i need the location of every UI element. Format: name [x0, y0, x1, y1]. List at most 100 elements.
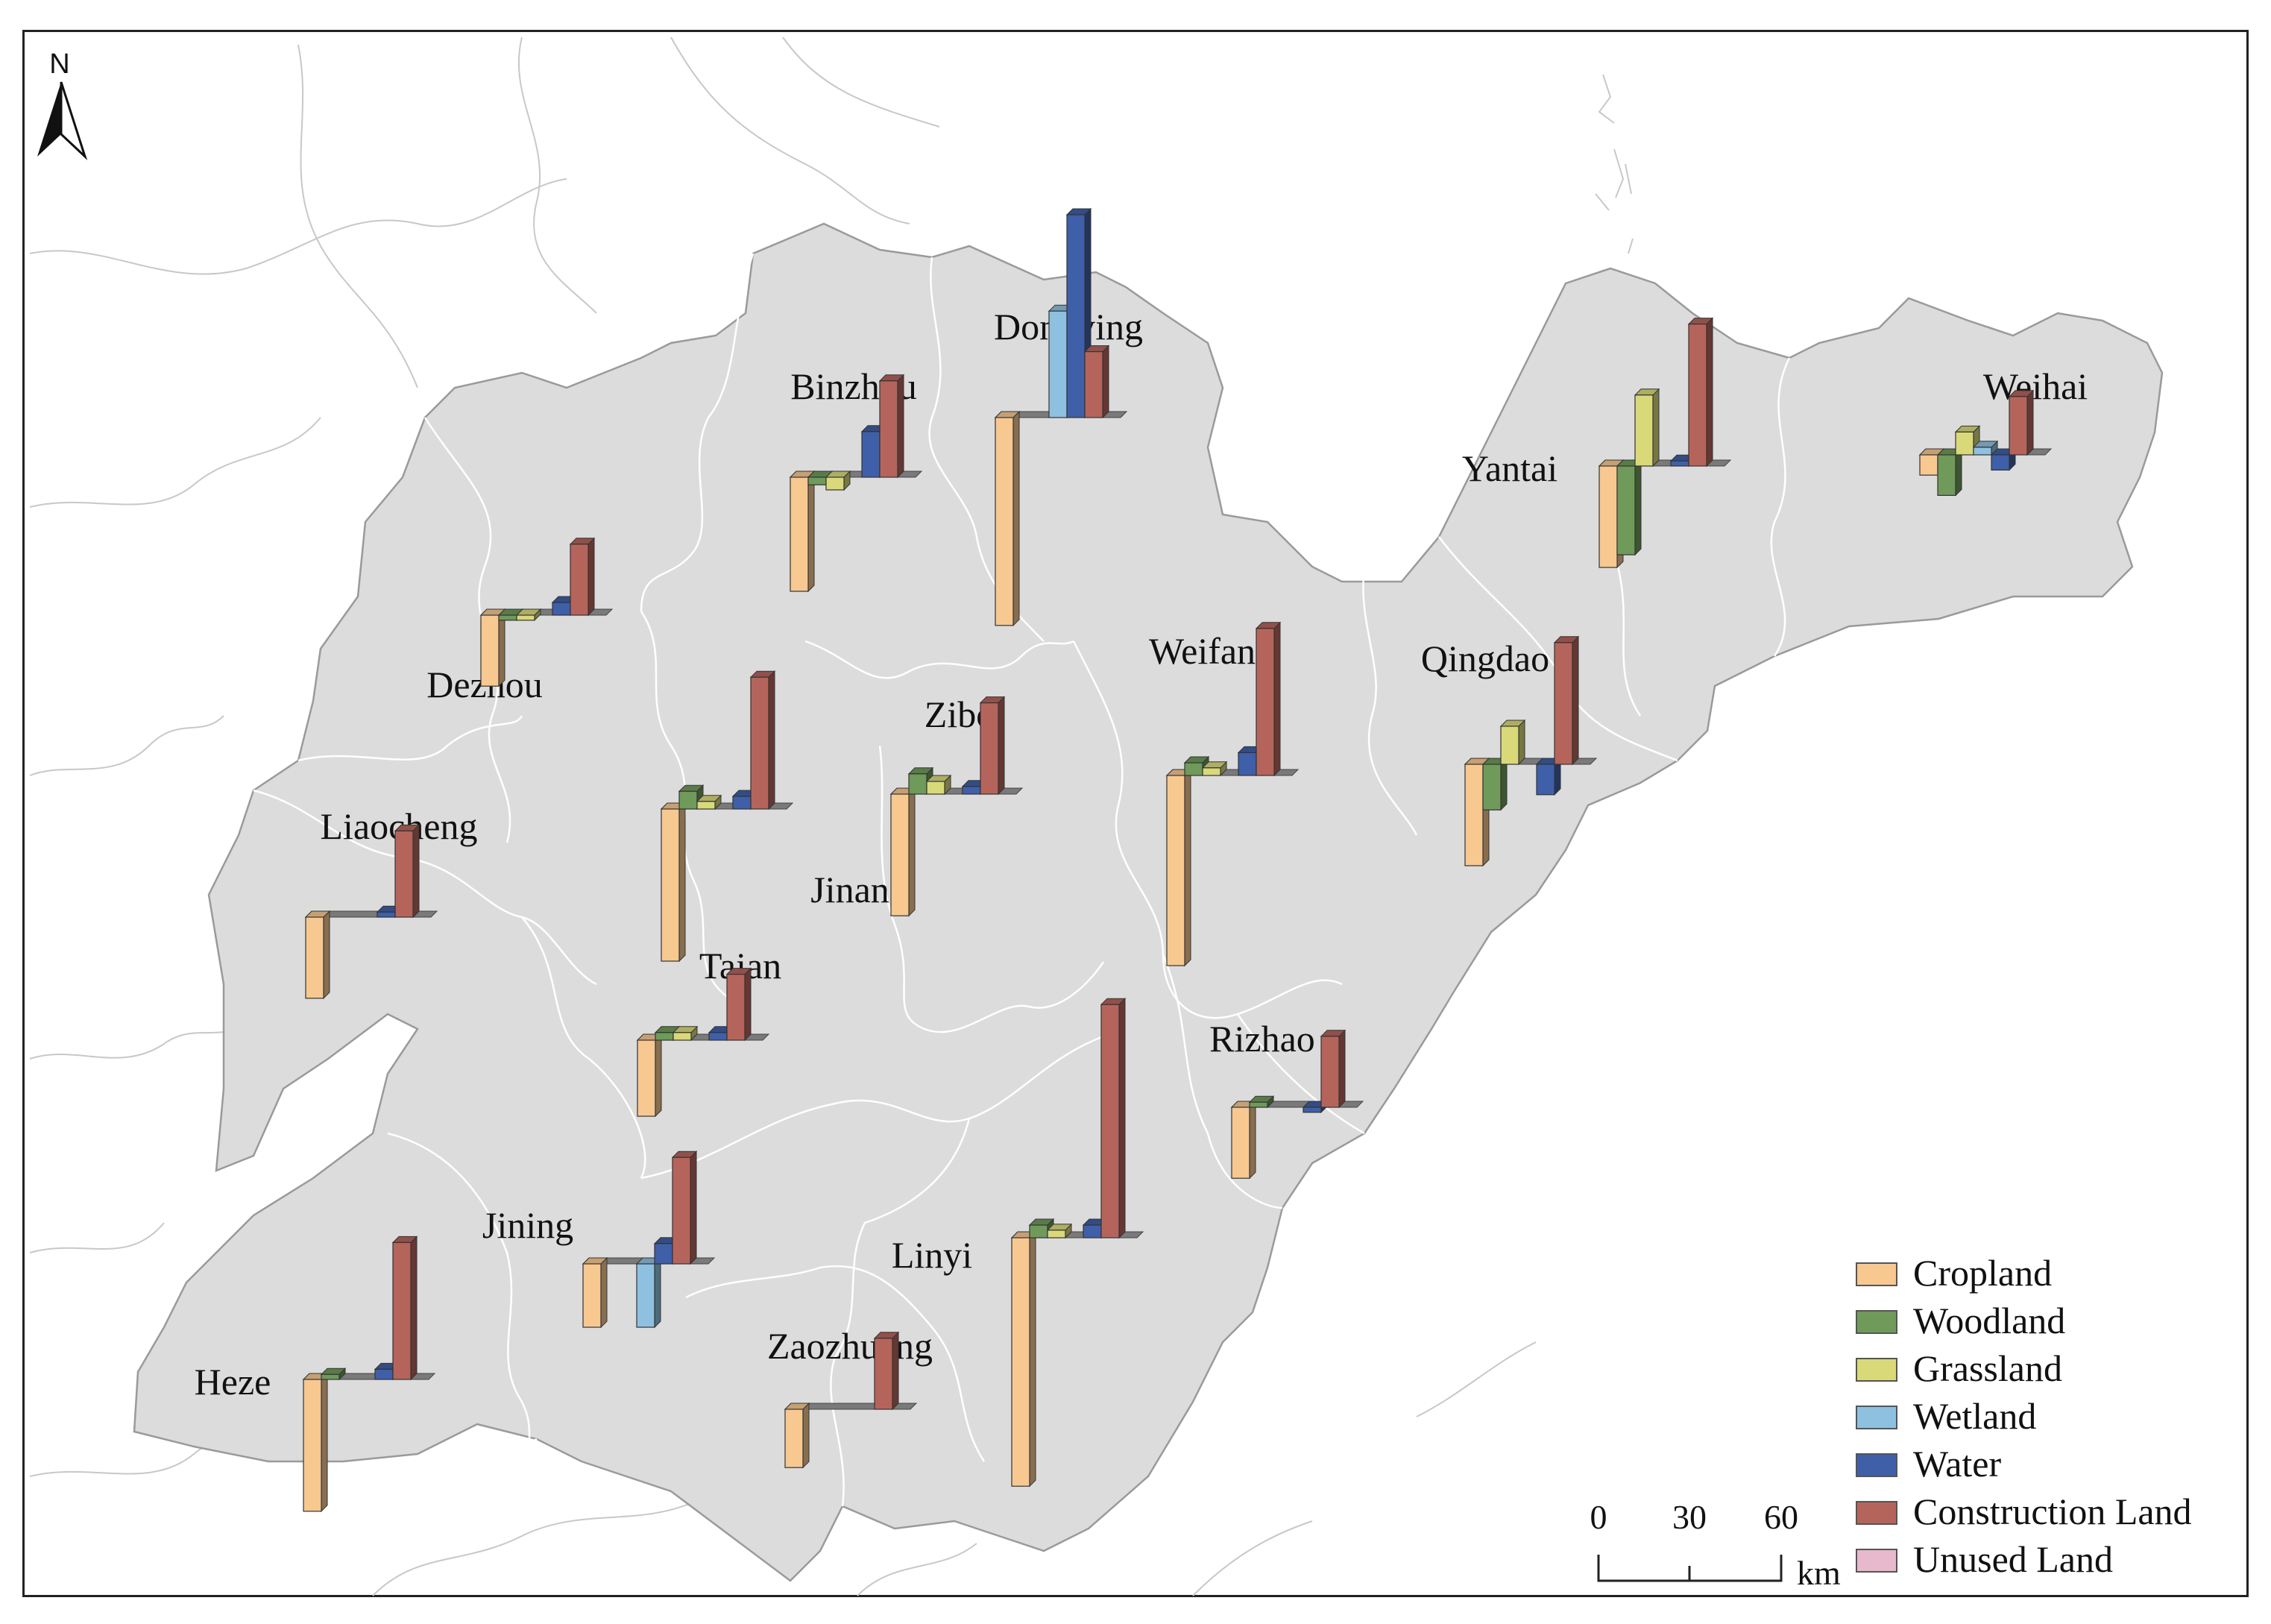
legend-label: Cropland [1913, 1252, 2052, 1294]
city-label-jining: Jining [482, 1204, 573, 1246]
bar-charts [302, 207, 2053, 1513]
bar-chart-dongying [994, 207, 1128, 627]
bar-dongying-construction-land [1083, 344, 1110, 419]
legend-item-wetland: Wetland [1856, 1395, 2036, 1437]
bar-chart-taian [636, 967, 770, 1118]
bar-weihai-wetland [1972, 440, 1999, 456]
bar-qingdao-construction-land [1553, 635, 1580, 766]
bar-yantai-grassland [1634, 388, 1660, 468]
legend-swatch [1856, 1406, 1897, 1429]
background-boundaries [29, 37, 1634, 1596]
bar-chart-linyi [1010, 997, 1144, 1488]
legend-item-cropland: Cropland [1856, 1252, 2052, 1294]
bar-chart-heze [302, 1236, 436, 1513]
legend-swatch [1856, 1549, 1897, 1573]
legend-label: Construction Land [1913, 1491, 2192, 1532]
bar-dezhou-cropland [479, 608, 506, 687]
bar-binzhou-cropland [789, 470, 816, 593]
bar-dezhou-construction-land [569, 537, 596, 617]
legend-label: Woodland [1913, 1300, 2065, 1341]
bar-chart-yantai [1598, 317, 1732, 569]
bar-dongying-cropland [994, 410, 1021, 627]
bar-chart-weifang [1165, 621, 1300, 967]
bar-chart-jinan [660, 670, 794, 963]
scale-bar: 0 30 60 km [1590, 1498, 1842, 1592]
legend-swatch [1856, 1310, 1897, 1334]
legend-swatch [1856, 1358, 1897, 1382]
bar-chart-zibo [889, 696, 1024, 917]
bar-jining-cropland [582, 1256, 608, 1329]
bar-dezhou-grassland [515, 608, 542, 622]
bar-jining-wetland [635, 1256, 662, 1329]
city-label-qingdao: Qingdao [1421, 638, 1549, 679]
north-arrow: N [37, 48, 88, 161]
legend-swatch [1856, 1262, 1897, 1286]
bar-taian-grassland [672, 1025, 699, 1042]
bar-yantai-woodland [1616, 459, 1642, 556]
bar-weihai-water [1990, 447, 2017, 471]
bar-yantai-construction-land [1687, 317, 1714, 468]
bar-rizhao-construction-land [1320, 1029, 1346, 1109]
bar-rizhao-cropland [1230, 1100, 1257, 1180]
city-label-jinan: Jinan [810, 869, 889, 910]
scale-tick-30: 30 [1672, 1498, 1707, 1536]
scale-tick-60: 60 [1764, 1498, 1798, 1536]
bar-linyi-grassland [1046, 1223, 1073, 1239]
bar-jinan-construction-land [749, 670, 776, 811]
city-label-weifang: Weifang [1149, 630, 1274, 672]
scale-tick-0: 0 [1590, 1498, 1607, 1536]
bar-qingdao-grassland [1499, 719, 1526, 766]
bar-liaocheng-cropland [304, 910, 331, 1000]
legend-label: Grassland [1913, 1347, 2062, 1389]
legend-label: Wetland [1913, 1395, 2036, 1437]
bar-zibo-cropland [889, 787, 916, 917]
legend-label: Water [1913, 1443, 2001, 1485]
bar-taian-construction-land [725, 967, 752, 1042]
bar-chart-rizhao [1230, 1029, 1364, 1180]
bar-binzhou-construction-land [878, 374, 905, 479]
bar-heze-woodland [320, 1367, 347, 1381]
legend-item-construction-land: Construction Land [1856, 1491, 2192, 1532]
bar-linyi-cropland [1010, 1230, 1037, 1488]
bar-jinan-grassland [696, 794, 722, 811]
bar-chart-binzhou [789, 374, 923, 593]
bar-weifang-construction-land [1255, 621, 1282, 777]
bar-rizhao-woodland [1248, 1095, 1275, 1109]
bar-zaozhuang-construction-land [873, 1331, 900, 1411]
bar-weifang-grassland [1201, 761, 1228, 777]
bar-heze-cropland [302, 1372, 329, 1513]
city-label-rizhao: Rizhao [1209, 1018, 1315, 1060]
bar-taian-cropland [636, 1033, 663, 1118]
bar-zibo-construction-land [979, 696, 1006, 796]
bar-binzhou-grassland [825, 470, 851, 491]
legend-item-grassland: Grassland [1856, 1347, 2062, 1389]
bar-chart-jining [582, 1150, 716, 1329]
bar-zibo-grassland [925, 774, 952, 796]
bar-zaozhuang-cropland [784, 1402, 810, 1469]
city-label-linyi: Linyi [892, 1234, 972, 1276]
north-arrow-icon [37, 82, 61, 157]
legend-item-unused-land: Unused Land [1856, 1538, 2113, 1580]
bar-chart-dezhou [479, 537, 614, 687]
bar-weihai-woodland [1936, 447, 1963, 497]
bar-liaocheng-construction-land [394, 824, 421, 919]
city-label-heze: Heze [195, 1361, 271, 1403]
legend-label: Unused Land [1913, 1538, 2113, 1580]
bar-weihai-construction-land [2008, 389, 2035, 456]
legend-item-water: Water [1856, 1443, 2001, 1485]
bar-jinan-cropland [660, 802, 687, 963]
bar-chart-weihai [1918, 389, 2053, 497]
legend-swatch [1856, 1453, 1897, 1477]
bar-qingdao-woodland [1481, 757, 1508, 811]
city-label-weihai: Weihai [1983, 365, 2088, 407]
bar-jining-construction-land [671, 1150, 698, 1265]
bar-weifang-cropland [1165, 768, 1192, 967]
bar-linyi-construction-land [1100, 997, 1127, 1239]
bar-chart-liaocheng [304, 824, 438, 1000]
north-label: N [49, 48, 69, 80]
city-label-zaozhuang: Zaozhuang [767, 1325, 933, 1367]
legend: Cropland Woodland Grassland Wetland Water Con… [1856, 1252, 2192, 1580]
legend-swatch [1856, 1501, 1897, 1525]
city-label-yantai: Yantai [1462, 447, 1557, 489]
